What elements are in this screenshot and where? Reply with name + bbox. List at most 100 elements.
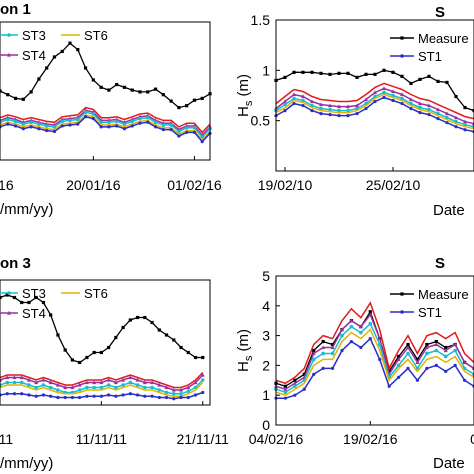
data-point xyxy=(84,380,89,385)
data-point xyxy=(444,369,448,373)
data-point xyxy=(387,384,391,388)
data-point xyxy=(415,360,420,365)
data-point xyxy=(346,114,350,118)
data-point xyxy=(310,109,314,113)
data-point xyxy=(5,293,9,297)
data-point xyxy=(436,117,440,121)
data-point xyxy=(27,300,31,305)
y-axis-label-sub: s xyxy=(243,355,255,361)
series-st3 xyxy=(0,110,212,139)
data-point xyxy=(49,394,53,398)
x-tick-label: 21/11/11 xyxy=(177,431,230,447)
data-point xyxy=(193,380,198,385)
data-point xyxy=(29,120,33,125)
series-line xyxy=(275,93,474,130)
data-point xyxy=(463,119,467,124)
data-point xyxy=(115,82,119,87)
data-point xyxy=(78,360,82,365)
data-point xyxy=(70,385,75,390)
data-point xyxy=(382,86,386,91)
data-point xyxy=(115,124,119,128)
data-point xyxy=(60,49,64,54)
data-point xyxy=(99,394,103,398)
data-point xyxy=(169,123,173,127)
data-point xyxy=(179,395,183,400)
data-point xyxy=(427,113,431,117)
series-unlabeled-4 xyxy=(275,328,474,397)
data-point xyxy=(49,313,53,317)
data-point xyxy=(200,140,204,144)
data-point xyxy=(37,127,41,131)
data-point xyxy=(463,128,467,132)
data-point xyxy=(328,103,332,108)
data-point xyxy=(373,72,377,76)
data-point xyxy=(425,366,429,370)
data-point xyxy=(142,380,147,385)
x-tick-label: 20/01/16 xyxy=(66,177,121,193)
series-group xyxy=(0,41,212,144)
data-point xyxy=(192,98,197,102)
data-point xyxy=(301,70,305,74)
series-measured xyxy=(0,293,205,365)
data-point xyxy=(400,101,404,106)
data-point xyxy=(85,394,89,398)
data-point xyxy=(130,119,135,124)
data-point xyxy=(346,104,350,109)
legend-marker xyxy=(7,52,11,57)
data-point xyxy=(91,117,95,121)
data-point xyxy=(396,357,401,362)
data-point xyxy=(186,350,190,355)
data-point xyxy=(48,380,53,385)
data-point xyxy=(409,106,413,111)
data-point xyxy=(283,396,288,400)
data-point xyxy=(153,87,158,91)
data-point xyxy=(70,358,75,362)
data-point xyxy=(41,383,46,387)
data-point xyxy=(27,393,31,397)
y-axis-label: Hs (m) xyxy=(235,329,255,372)
series-line xyxy=(276,337,474,399)
data-point xyxy=(128,318,132,322)
data-point xyxy=(355,112,359,116)
data-point xyxy=(434,342,439,347)
data-point xyxy=(77,388,82,392)
data-point xyxy=(34,380,39,385)
data-point xyxy=(52,125,57,129)
data-point xyxy=(83,115,88,119)
data-point xyxy=(337,104,341,109)
data-point xyxy=(107,88,111,92)
data-point xyxy=(184,126,189,130)
data-point xyxy=(330,345,335,350)
data-point xyxy=(37,122,41,126)
legend-marker xyxy=(400,292,404,296)
data-point xyxy=(56,333,60,337)
data-point xyxy=(5,380,10,385)
data-point xyxy=(0,295,2,300)
data-point xyxy=(169,128,173,132)
data-point xyxy=(157,388,162,392)
data-point xyxy=(20,300,24,305)
data-point xyxy=(443,354,448,359)
data-point xyxy=(37,77,41,81)
x-axis-label: /mm/yy) xyxy=(0,455,53,472)
data-point xyxy=(406,345,410,350)
data-point xyxy=(319,106,323,111)
data-point xyxy=(75,117,80,122)
data-point xyxy=(349,339,354,344)
data-point xyxy=(330,342,335,347)
data-point xyxy=(377,342,382,347)
y-axis-label: Hs (m) xyxy=(235,74,255,117)
data-point xyxy=(19,380,24,385)
series-group xyxy=(274,68,474,134)
x-tick-label: 1/11 xyxy=(0,431,13,447)
data-point xyxy=(312,348,316,353)
data-point xyxy=(41,393,46,397)
data-point xyxy=(157,328,161,332)
data-point xyxy=(122,127,127,131)
data-point xyxy=(424,345,429,350)
data-point xyxy=(292,96,296,101)
data-point xyxy=(150,320,154,325)
data-point xyxy=(409,97,413,102)
data-point xyxy=(83,110,88,114)
